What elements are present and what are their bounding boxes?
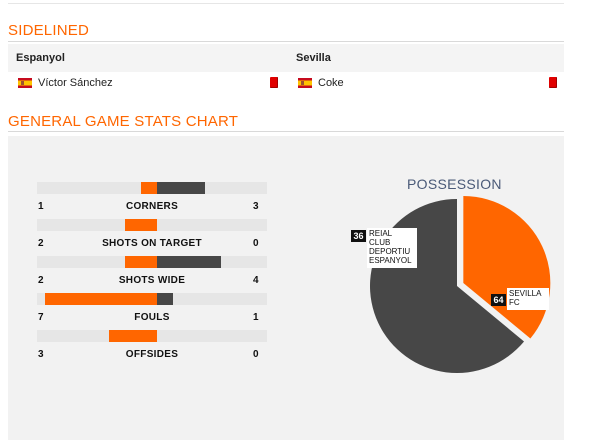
stat-away-bar [157,256,221,268]
stat-label: SHOTS ON TARGET [102,238,202,249]
sidelined-title: SIDELINED [8,22,89,39]
stat-label: FOULS [134,312,170,323]
possession-chart: POSSESSION 36 REIAL CLUB DEPORTIU ESPANYOL 64… [337,174,567,384]
spain-flag-icon [298,78,312,88]
red-card-icon [270,77,278,88]
sidelined-row: Víctor Sánchez Coke [8,72,564,94]
stat-home-bar [141,182,157,194]
stat-away-value: 3 [253,201,259,212]
chart-title: POSSESSION [407,176,502,192]
stat-home-value: 3 [38,349,44,360]
stat-away-value: 4 [253,275,259,286]
stat-home-value: 2 [38,275,44,286]
stat-away-value: 1 [253,312,259,323]
home-sidelined-player[interactable]: Víctor Sánchez [18,77,113,89]
stat-label: SHOTS WIDE [118,275,186,286]
stats-chart-title: GENERAL GAME STATS CHART [8,113,239,130]
home-player-name: Víctor Sánchez [38,77,113,89]
spain-flag-icon [18,78,32,88]
pie-slice-value: 36 [353,231,363,241]
stat-away-value: 0 [253,349,259,360]
stat-home-bar [45,293,157,305]
pie-slice-value: 64 [493,295,503,305]
pie-label-box [507,288,549,310]
top-divider [8,0,564,4]
stats-divider [8,131,564,132]
stat-home-value: 7 [38,312,44,323]
stat-away-value: 0 [253,238,259,249]
red-card-icon [549,77,557,88]
pie-value-box [491,294,506,306]
stat-home-value: 1 [38,201,44,212]
pie-slice-name: CLUB [369,238,390,247]
pie-value-box [351,230,366,242]
pie-slice-name: ESPANYOL [369,256,412,265]
stat-away-bar [157,293,173,305]
home-team-name: Espanyol [16,52,65,64]
away-player-name: Coke [318,77,344,89]
pie-slice-name: FC [509,298,520,307]
stat-away-bar [157,182,205,194]
sidelined-header: Espanyol Sevilla [8,44,564,72]
pie-slice-name: REIAL [369,229,393,238]
away-team-name: Sevilla [296,52,331,64]
stat-home-bar [125,219,157,231]
stat-home-value: 2 [38,238,44,249]
sidelined-divider [8,41,564,42]
stat-home-bar [109,330,157,342]
pie-slice-name: SEVILLA [509,289,542,298]
pie-label-box [367,228,417,268]
stat-home-bar [125,256,157,268]
pie-slice-name: DEPORTIU [369,247,410,256]
stat-label: CORNERS [125,201,179,212]
away-sidelined-player[interactable]: Coke [298,77,344,89]
stat-label: OFFSIDES [125,349,179,360]
